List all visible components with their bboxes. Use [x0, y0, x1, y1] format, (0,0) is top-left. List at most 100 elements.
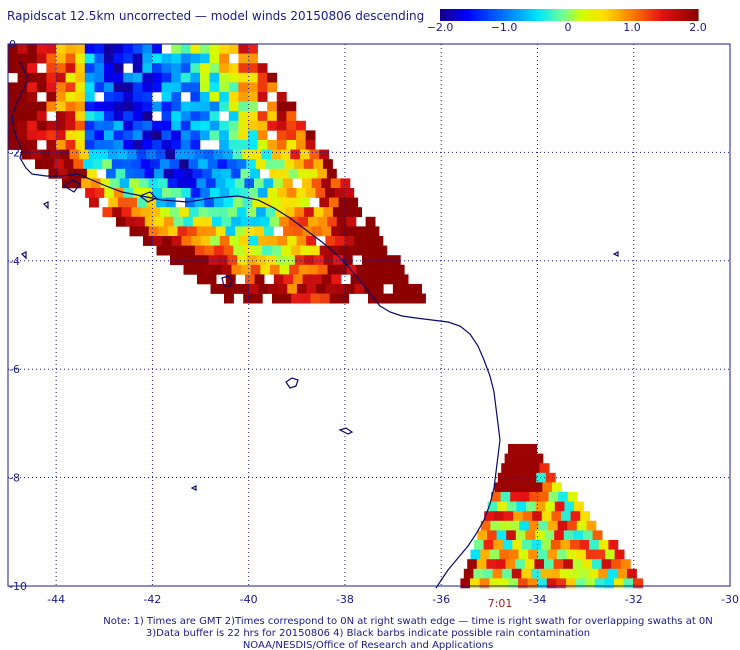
wind-cell: [81, 178, 92, 189]
brazil-coastline: [11, 61, 501, 589]
wind-cell: [365, 216, 376, 227]
wind-cell: [559, 568, 570, 579]
wind-cell: [463, 568, 474, 579]
colorbar-segment: [521, 9, 525, 21]
wind-cell: [286, 130, 297, 141]
wind-cell: [152, 120, 162, 131]
wind-cell: [483, 540, 494, 550]
wind-cell: [123, 140, 134, 150]
wind-cell: [159, 159, 170, 170]
wind-cell: [363, 236, 374, 246]
wind-cell: [152, 82, 162, 93]
island-small-3: [338, 427, 354, 435]
wind-cell: [219, 130, 230, 141]
wind-cell: [200, 92, 210, 102]
wind-cell: [246, 207, 257, 218]
wind-cell: [94, 130, 105, 141]
longitude-tick-label: -44: [47, 593, 65, 606]
wind-cell: [73, 159, 84, 170]
wind-cell: [317, 168, 328, 179]
colorbar-segment: [599, 9, 603, 21]
wind-cell: [585, 578, 596, 589]
wind-cell: [27, 82, 38, 93]
wind-cell: [85, 188, 95, 198]
wind-cell: [107, 149, 118, 160]
wind-cell: [148, 226, 159, 237]
wind-cell: [56, 82, 66, 93]
wind-cell: [569, 568, 580, 579]
wind-cell: [17, 72, 28, 83]
wind-cell: [570, 511, 581, 522]
wind-cell: [148, 178, 159, 189]
wind-cell: [228, 63, 239, 74]
wind-cell: [611, 559, 622, 570]
wind-cell: [221, 168, 232, 179]
colorbar-segment: [683, 9, 687, 21]
wind-cell: [113, 44, 124, 54]
wind-cell: [286, 111, 297, 122]
wind-cell: [50, 149, 61, 160]
colorbar-segment: [602, 9, 606, 21]
wind-cell: [144, 168, 155, 179]
wind-cell: [65, 120, 76, 131]
wind-cell: [255, 159, 266, 170]
wind-cell: [257, 111, 268, 122]
wind-cell: [291, 293, 302, 304]
wind-cell: [142, 72, 153, 83]
wind-cell: [516, 501, 527, 512]
wind-cell: [294, 159, 305, 170]
wind-cell: [121, 207, 132, 218]
colorbar-segment: [452, 9, 456, 21]
wind-cell: [190, 92, 201, 102]
wind-cell: [269, 168, 280, 179]
wind-cell: [212, 216, 222, 227]
wind-cell: [193, 264, 203, 275]
wind-cell: [190, 63, 201, 74]
wind-cell: [300, 245, 311, 256]
wind-cell: [360, 274, 371, 285]
wind-cell: [150, 207, 161, 218]
wind-cell: [139, 226, 149, 237]
wind-cell: [184, 149, 195, 160]
wind-cell: [582, 559, 593, 570]
colorbar-segment: [689, 9, 693, 21]
wind-cell: [94, 63, 105, 74]
wind-cell: [460, 578, 471, 589]
colorbar-segment: [608, 9, 612, 21]
wind-cell: [219, 101, 230, 112]
wind-cell: [493, 540, 504, 550]
wind-cell: [589, 540, 600, 550]
wind-cell: [132, 120, 143, 131]
wind-cell: [84, 72, 95, 83]
longitude-tick-label: -32: [625, 593, 643, 606]
wind-cell: [162, 236, 173, 246]
colorbar-segment: [665, 9, 669, 21]
latitude-tick-label: -2: [9, 146, 20, 159]
wind-cell: [123, 92, 134, 102]
colorbar-segment: [641, 9, 645, 21]
wind-cell: [182, 168, 193, 179]
island-small-4: [138, 191, 158, 203]
wind-cell: [188, 159, 199, 170]
wind-cell: [75, 140, 86, 150]
wind-cell: [152, 188, 163, 198]
wind-cell: [504, 453, 515, 464]
colorbar-segment: [575, 9, 579, 21]
wind-cell: [27, 130, 38, 141]
wind-cell: [267, 120, 278, 131]
wind-cell: [173, 216, 184, 227]
wind-cell: [152, 130, 162, 141]
wind-cell: [194, 245, 205, 256]
wind-cell: [180, 140, 191, 150]
wind-cell: [554, 501, 565, 512]
wind-cell: [190, 120, 201, 131]
wind-cell: [398, 274, 409, 285]
wind-cell: [196, 178, 207, 189]
wind-cell: [129, 178, 140, 189]
wind-cell: [300, 293, 311, 304]
wind-cell: [294, 207, 305, 218]
wind-cell: [387, 293, 398, 304]
wind-cell: [313, 207, 324, 218]
wind-cell: [132, 101, 143, 112]
wind-cell: [198, 159, 209, 170]
